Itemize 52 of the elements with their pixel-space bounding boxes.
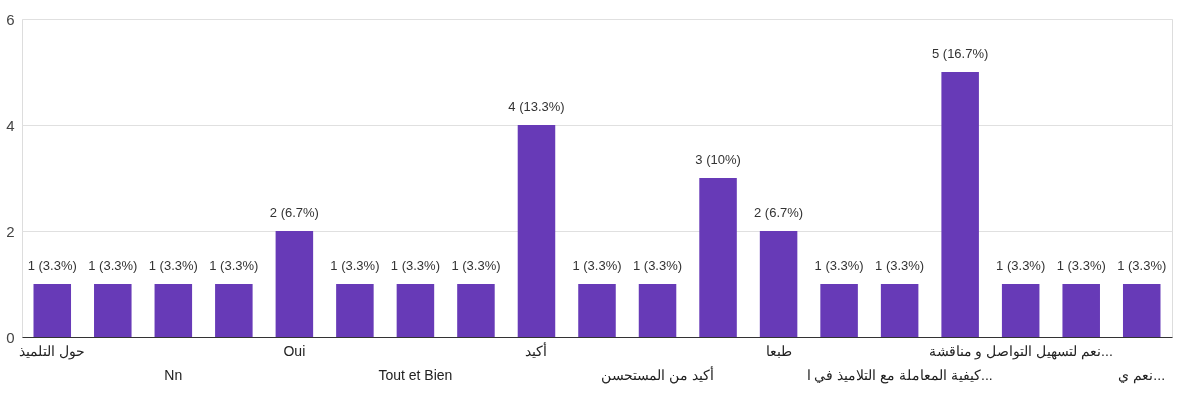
x-tick-label: كيفية المعاملة مع التلاميذ في ا...: [806, 367, 993, 384]
data-label: 1 (3.3%): [814, 258, 864, 273]
data-label: 1 (3.3%): [1056, 258, 1106, 273]
data-label: 1 (3.3%): [996, 258, 1046, 273]
bar: [517, 125, 556, 337]
data-label: 1 (3.3%): [875, 258, 925, 273]
bar: [880, 284, 919, 337]
data-label: 2 (6.7%): [269, 205, 319, 220]
x-tick-label: حول التلميذ: [19, 343, 86, 360]
bar: [275, 231, 314, 337]
bar: [759, 231, 798, 337]
data-label: 1 (3.3%): [88, 258, 138, 273]
bar: [94, 284, 132, 337]
x-tick-label: طبعا: [765, 343, 792, 359]
y-tick-label: 0: [6, 328, 15, 346]
bar: [336, 284, 374, 337]
bar: [820, 284, 858, 337]
data-label: 5 (16.7%): [931, 46, 989, 61]
bar: [699, 178, 737, 337]
x-tick-label: نعم ي...: [1118, 367, 1166, 384]
y-tick-label: 2: [6, 222, 15, 240]
bar: [215, 284, 253, 337]
data-label: 1 (3.3%): [572, 258, 622, 273]
data-label: 1 (3.3%): [451, 258, 501, 273]
y-tick-label: 6: [6, 10, 15, 28]
data-label: 1 (3.3%): [330, 258, 380, 273]
data-label: 1 (3.3%): [632, 258, 683, 273]
bar: [638, 284, 677, 337]
data-label: 1 (3.3%): [209, 258, 259, 273]
bar: [941, 72, 979, 337]
x-tick-label: Tout et Bien: [378, 367, 453, 383]
bar: [396, 284, 435, 337]
bar: [1062, 284, 1100, 337]
data-label: 3 (10%): [695, 152, 741, 167]
y-tick-label: 4: [6, 116, 15, 134]
x-tick-label: Oui: [283, 343, 306, 359]
data-label: 1 (3.3%): [1117, 258, 1167, 273]
bar: [457, 284, 495, 337]
bar: [1001, 284, 1040, 337]
x-tick-label: Nn: [164, 367, 183, 383]
x-tick-label: أكيد من المستحسن: [601, 365, 714, 384]
bar: [1122, 284, 1161, 337]
bar: [33, 284, 72, 337]
data-label: 4 (13.3%): [508, 99, 565, 114]
bar: [154, 284, 193, 337]
data-label: 2 (6.7%): [754, 205, 804, 220]
x-tick-label: نعم لتسهيل التواصل و مناقشة...: [928, 343, 1113, 360]
x-tick-label: أكيد: [525, 341, 548, 359]
bar: [578, 284, 616, 337]
data-label: 1 (3.3%): [390, 258, 440, 273]
data-label: 1 (3.3%): [27, 258, 77, 273]
data-label: 1 (3.3%): [148, 258, 198, 273]
